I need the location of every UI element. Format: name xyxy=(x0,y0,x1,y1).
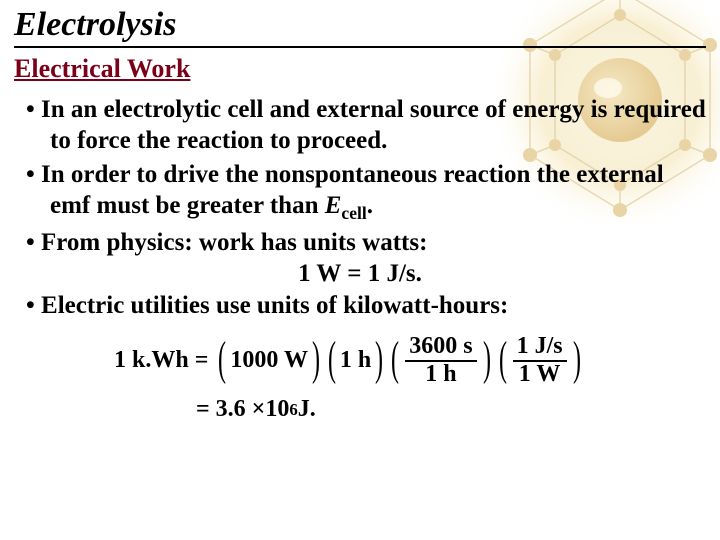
kwh-equation: 1 k.Wh = ( 1000 W ) ( 1 h ) ( 3600 s 1 h… xyxy=(114,333,706,423)
slide-title: Electrolysis xyxy=(14,6,706,48)
fraction: 3600 s 1 h xyxy=(405,334,476,386)
right-paren-icon: ) xyxy=(573,331,581,386)
fraction: 1 J/s 1 W xyxy=(513,334,567,386)
left-paren-icon: ( xyxy=(391,331,399,386)
watt-equation: 1 W = 1 J/s. xyxy=(14,260,706,288)
equation-row-2: = 3.6 ×106 J. xyxy=(196,396,706,423)
bullet-item: Electric utilities use units of kilowatt… xyxy=(20,290,706,321)
bullet-list: Electric utilities use units of kilowatt… xyxy=(20,290,706,321)
equation-row-1: 1 k.Wh = ( 1000 W ) ( 1 h ) ( 3600 s 1 h… xyxy=(114,333,706,388)
slide-subtitle: Electrical Work xyxy=(14,54,706,84)
bullet-list: In an electrolytic cell and external sou… xyxy=(20,94,706,258)
slide-content: Electrolysis Electrical Work In an elect… xyxy=(0,0,720,423)
right-paren-icon: ) xyxy=(375,331,383,386)
left-paren-icon: ( xyxy=(499,331,507,386)
bullet-item: In an electrolytic cell and external sou… xyxy=(20,94,706,157)
right-paren-icon: ) xyxy=(483,331,491,386)
right-paren-icon: ) xyxy=(312,331,320,386)
bullet-item: In order to drive the nonspontaneous rea… xyxy=(20,159,706,225)
left-paren-icon: ( xyxy=(218,331,226,386)
bullet-item: From physics: work has units watts: xyxy=(20,227,706,258)
left-paren-icon: ( xyxy=(328,331,336,386)
